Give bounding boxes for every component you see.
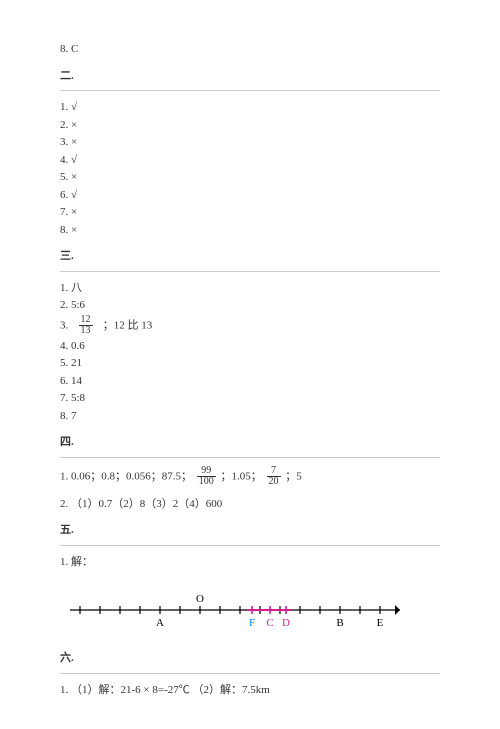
fraction-den: 13 <box>79 326 93 337</box>
svg-text:F: F <box>249 617 255 629</box>
page: 8. C 二. 1. √ 2. × 3. × 4. √ 5. × 6. √ 7.… <box>0 0 500 729</box>
s2-item: 5. × <box>60 169 440 186</box>
divider <box>60 673 440 674</box>
divider <box>60 545 440 546</box>
fraction-den: 100 <box>197 477 216 488</box>
s3-item: 6. 14 <box>60 373 440 390</box>
svg-text:C: C <box>266 617 273 629</box>
divider <box>60 90 440 91</box>
divider <box>60 271 440 272</box>
s2-item: 3. × <box>60 134 440 151</box>
s3-item: 5. 21 <box>60 355 440 372</box>
s4-row1-b: ；1.05； <box>221 470 262 482</box>
s3-item-frac: 3. 12 13 ；12 比 13 <box>60 315 440 337</box>
fraction: 99 100 <box>197 466 216 488</box>
section-2-heading: 二. <box>60 68 440 85</box>
s3-item3-tail: ；12 比 13 <box>103 319 153 331</box>
divider <box>60 457 440 458</box>
svg-text:B: B <box>336 617 343 629</box>
number-line-wrap: O A B E FCD <box>60 580 410 640</box>
fraction-den: 20 <box>267 477 281 488</box>
fraction: 7 20 <box>267 466 281 488</box>
section-5-heading: 五. <box>60 522 440 539</box>
svg-text:A: A <box>156 617 164 629</box>
svg-text:D: D <box>282 617 290 629</box>
s3-item: 4. 0.6 <box>60 338 440 355</box>
number-line: O A B E FCD <box>60 580 410 640</box>
s4-row1-a: 1. 0.06；0.8；0.056；87.5； <box>60 470 192 482</box>
s3-item3-prefix: 3. <box>60 319 68 331</box>
s2-item: 8. × <box>60 222 440 239</box>
fraction: 12 13 <box>79 315 93 337</box>
svg-text:O: O <box>196 593 204 605</box>
s2-item: 2. × <box>60 117 440 134</box>
s3-item: 8. 7 <box>60 408 440 425</box>
top-item: 8. C <box>60 41 440 58</box>
s3-item: 1. 八 <box>60 280 440 297</box>
s2-item: 4. √ <box>60 152 440 169</box>
section-6-heading: 六. <box>60 650 440 667</box>
s4-row1: 1. 0.06；0.8；0.056；87.5； 99 100 ；1.05； 7 … <box>60 466 440 488</box>
s3-item: 2. 5:6 <box>60 297 440 314</box>
s2-item: 7. × <box>60 204 440 221</box>
s6-row: 1. （1）解：21-6 × 8=-27℃ （2）解：7.5km <box>60 682 440 699</box>
section-3-heading: 三. <box>60 248 440 265</box>
section-4-heading: 四. <box>60 434 440 451</box>
s2-item: 1. √ <box>60 99 440 116</box>
s2-item: 6. √ <box>60 187 440 204</box>
s4-row2: 2. （1）0.7（2）8（3）2（4）600 <box>60 496 440 513</box>
s3-item: 7. 5:8 <box>60 390 440 407</box>
svg-text:E: E <box>377 617 384 629</box>
s5-item1: 1. 解： <box>60 554 440 571</box>
s4-row1-c: ；5 <box>285 470 302 482</box>
